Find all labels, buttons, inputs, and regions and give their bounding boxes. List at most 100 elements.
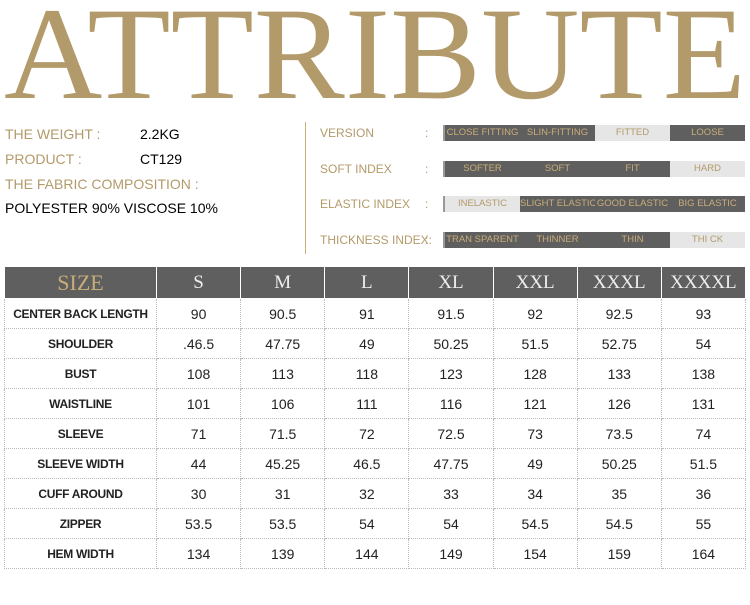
cell: 53.5 — [240, 508, 326, 539]
index-label: SOFT INDEX — [320, 162, 392, 176]
index-option: THIN — [595, 232, 670, 248]
info-value: 2.2KG — [140, 126, 180, 142]
cell: 92 — [492, 298, 578, 329]
cell: 72 — [324, 418, 410, 449]
header-cell: L — [324, 266, 410, 299]
index-bar: SOFTER SOFT FIT HARD — [443, 161, 745, 177]
cell: 54 — [660, 328, 747, 359]
index-option: INELASTIC — [445, 196, 520, 212]
table-row: SLEEVE 71 71.5 72 72.5 73 73.5 74 — [4, 418, 747, 449]
cell: 154 — [492, 538, 578, 569]
cell: 55 — [660, 508, 747, 539]
cell: 35 — [576, 478, 662, 509]
table-row: CUFF AROUND 30 31 32 33 34 35 36 — [4, 478, 747, 509]
table-row: HEM WIDTH 134 139 144 149 154 159 164 — [4, 538, 747, 569]
cell: 74 — [660, 418, 747, 449]
cell: 51.5 — [660, 448, 747, 479]
info-label: THE FABRIC COMPOSITION : — [5, 176, 199, 192]
header-cell: XL — [408, 266, 494, 299]
cell: 139 — [240, 538, 326, 569]
index-option: TRAN SPARENT — [445, 232, 520, 248]
cell: 159 — [576, 538, 662, 569]
table-row: SHOULDER .46.5 47.75 49 50.25 51.5 52.75 54 — [4, 328, 747, 359]
index-option: SOFT — [520, 161, 595, 177]
header-row: SIZE S M L XL XXL XXXL XXXXL — [4, 266, 747, 299]
cell: 93 — [660, 298, 747, 329]
cell: 92.5 — [576, 298, 662, 329]
cell: 54.5 — [492, 508, 578, 539]
cell: 45.25 — [240, 448, 326, 479]
cell: 134 — [155, 538, 242, 569]
header-cell: XXXL — [576, 266, 662, 299]
header-cell: SIZE — [4, 266, 157, 299]
page-title: ATTRIBUTE — [4, 0, 746, 110]
info-label: THE WEIGHT : — [5, 126, 101, 142]
cell: 131 — [660, 388, 747, 419]
row-label: SHOULDER — [4, 328, 157, 359]
cell: 52.75 — [576, 328, 662, 359]
index-label: ELASTIC INDEX — [320, 197, 411, 211]
cell: 72.5 — [408, 418, 494, 449]
cell: 31 — [240, 478, 326, 509]
table-row: BUST 108 113 118 123 128 133 138 — [4, 358, 747, 389]
cell: 164 — [660, 538, 747, 569]
index-label: THICKNESS INDEX: — [320, 233, 433, 247]
cell: 126 — [576, 388, 662, 419]
cell: 49 — [324, 328, 410, 359]
index-option: GOOD ELASTIC — [595, 196, 670, 212]
cell: 73.5 — [576, 418, 662, 449]
cell: 71.5 — [240, 418, 326, 449]
size-table: SIZE S M L XL XXL XXXL XXXXL CENTER BACK LENGTH 9… — [4, 266, 747, 569]
header-cell: M — [240, 266, 326, 299]
header-cell: XXL — [492, 266, 578, 299]
divider — [305, 122, 306, 254]
index-option: CLOSE FITTING — [445, 125, 520, 141]
cell: 118 — [324, 358, 410, 389]
index-option: THI CK — [670, 232, 745, 248]
cell: 111 — [324, 388, 410, 419]
cell: 113 — [240, 358, 326, 389]
index-option: SOFTER — [445, 161, 520, 177]
info-value: POLYESTER 90% VISCOSE 10% — [5, 200, 218, 216]
cell: 36 — [660, 478, 747, 509]
title-banner: ATTRIBUTE — [4, 0, 746, 110]
header-cell: S — [155, 266, 242, 299]
info-label: PRODUCT : — [5, 151, 82, 167]
index-option: FITTED — [595, 125, 670, 141]
index-label: VERSION — [320, 126, 375, 140]
cell: 46.5 — [324, 448, 410, 479]
cell: 33 — [408, 478, 494, 509]
cell: 49 — [492, 448, 578, 479]
header-cell: XXXXL — [660, 266, 747, 299]
info-value: CT129 — [140, 151, 183, 167]
cell: 91.5 — [408, 298, 494, 329]
cell: 101 — [155, 388, 242, 419]
cell: 54.5 — [576, 508, 662, 539]
cell: 47.75 — [240, 328, 326, 359]
cell: 54 — [408, 508, 494, 539]
index-option: SLIGHT ELASTIC — [520, 196, 595, 212]
cell: 123 — [408, 358, 494, 389]
cell: 90.5 — [240, 298, 326, 329]
table-row: CENTER BACK LENGTH 90 90.5 91 91.5 92 92.5 93 — [4, 298, 747, 329]
cell: 71 — [155, 418, 242, 449]
cell: 50.25 — [576, 448, 662, 479]
index-colon: : — [425, 233, 429, 247]
cell: 116 — [408, 388, 494, 419]
index-option: FIT — [595, 161, 670, 177]
row-label: SLEEVE — [4, 418, 157, 449]
cell: 121 — [492, 388, 578, 419]
index-bar: CLOSE FITTING SLIN-FITTING FITTED LOOSE — [443, 125, 745, 141]
index-option: SLIN-FITTING — [520, 125, 595, 141]
row-label: HEM WIDTH — [4, 538, 157, 569]
cell: 90 — [155, 298, 242, 329]
cell: 133 — [576, 358, 662, 389]
cell: 53.5 — [155, 508, 242, 539]
index-colon: : — [425, 162, 429, 176]
cell: 34 — [492, 478, 578, 509]
index-bar: TRAN SPARENT THINNER THIN THI CK — [443, 232, 745, 248]
table-row: WAISTLINE 101 106 111 116 121 126 131 — [4, 388, 747, 419]
index-option: LOOSE — [670, 125, 745, 141]
row-label: BUST — [4, 358, 157, 389]
index-option: THINNER — [520, 232, 595, 248]
